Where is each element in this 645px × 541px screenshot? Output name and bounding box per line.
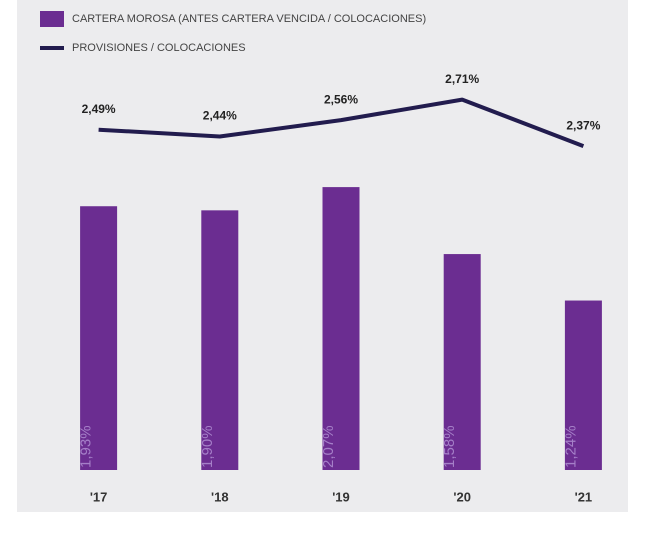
bar bbox=[322, 187, 360, 470]
bar bbox=[564, 300, 602, 470]
legend-label: PROVISIONES / COLOCACIONES bbox=[72, 42, 246, 54]
x-tick-label: '19 bbox=[332, 489, 350, 504]
legend-label: CARTERA MOROSA (ANTES CARTERA VENCIDA / … bbox=[72, 13, 426, 25]
legend-swatch bbox=[40, 11, 64, 27]
bar-value-label: 1,93% bbox=[78, 425, 95, 468]
line-value-label: 2,56% bbox=[324, 92, 358, 106]
line-value-label: 2,71% bbox=[445, 72, 479, 86]
line bbox=[98, 97, 585, 148]
bar bbox=[201, 210, 239, 471]
x-tick-label: '20 bbox=[453, 489, 471, 504]
bar-value-label: 1,24% bbox=[562, 425, 579, 468]
line-value-label: 2,37% bbox=[566, 118, 600, 132]
bar bbox=[80, 206, 118, 470]
x-tick-label: '17 bbox=[90, 489, 108, 504]
bar-value-label: 2,07% bbox=[320, 425, 337, 468]
line-value-label: 2,49% bbox=[82, 102, 116, 116]
x-tick-label: '18 bbox=[211, 489, 229, 504]
line-value-label: 2,44% bbox=[203, 109, 237, 123]
x-tick-label: '21 bbox=[575, 489, 593, 504]
bar-value-label: 1,90% bbox=[199, 425, 216, 468]
bar bbox=[443, 254, 481, 470]
bar-value-label: 1,58% bbox=[441, 425, 458, 468]
